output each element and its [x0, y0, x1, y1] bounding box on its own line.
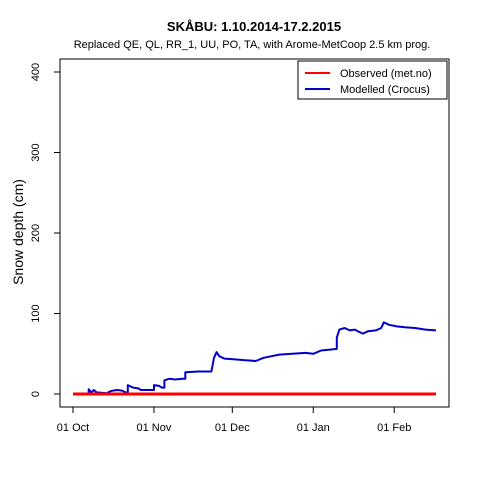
y-axis-label: Snow depth (cm)	[10, 179, 26, 285]
legend-label: Observed (met.no)	[340, 68, 432, 80]
y-tick-label: 200	[30, 224, 42, 242]
series-line-modelled	[73, 321, 437, 395]
x-tick-label: 01 Feb	[377, 422, 411, 434]
y-axis: 0 100 200 300 400	[30, 63, 61, 397]
x-tick-label: 01 Jan	[297, 422, 330, 434]
series-layer	[73, 321, 437, 396]
chart-title: SKÅBU: 1.10.2014-17.2.2015	[167, 19, 341, 34]
y-tick-label: 100	[30, 304, 42, 322]
y-tick-label: 300	[30, 143, 42, 161]
x-tick-label: 01 Dec	[215, 422, 250, 434]
legend: Observed (met.no) Modelled (Crocus)	[297, 60, 448, 100]
chart-subtitle: Replaced QE, QL, RR_1, UU, PO, TA, with …	[74, 39, 431, 51]
y-tick-label: 400	[30, 63, 42, 81]
legend-box	[297, 60, 448, 100]
y-tick-label: 0	[30, 391, 42, 397]
x-tick-label: 01 Oct	[57, 422, 89, 434]
x-axis: 01 Oct 01 Nov 01 Dec 01 Jan 01 Feb	[57, 406, 411, 434]
plot-frame	[59, 58, 450, 408]
x-tick-label: 01 Nov	[137, 422, 172, 434]
legend-label: Modelled (Crocus)	[340, 84, 430, 96]
